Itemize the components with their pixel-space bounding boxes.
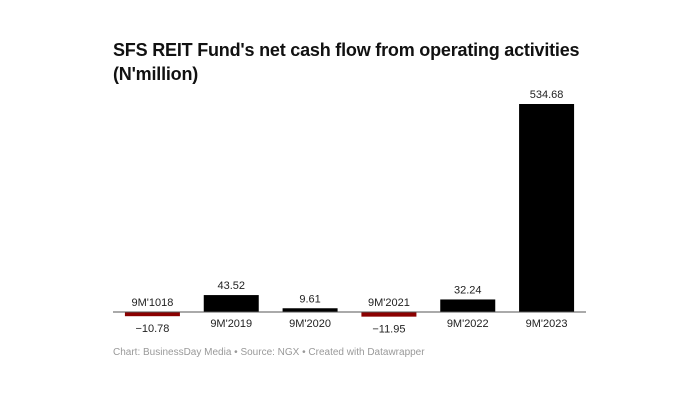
bar	[124, 312, 180, 317]
value-label: 32.24	[454, 284, 482, 296]
category-label: 9M'2020	[289, 318, 331, 330]
bar	[361, 312, 417, 317]
category-label: 9M'1018	[131, 297, 173, 309]
category-label: 9M'2019	[210, 318, 252, 330]
value-label: −10.78	[135, 323, 169, 335]
value-label: −11.95	[372, 324, 405, 336]
category-label: 9M'2021	[368, 297, 410, 309]
category-label: 9M'2023	[526, 318, 568, 330]
value-label: 534.68	[530, 89, 564, 101]
bar	[440, 299, 496, 312]
chart-title: SFS REIT Fund's net cash flow from opera…	[113, 40, 580, 84]
bar	[519, 104, 575, 312]
value-label: 43.52	[217, 280, 245, 292]
category-label: 9M'2022	[447, 318, 489, 330]
value-label: 9.61	[299, 293, 320, 305]
bar	[282, 308, 338, 312]
bar	[203, 295, 259, 312]
chart-footer: Chart: BusinessDay Media • Source: NGX •…	[113, 347, 425, 358]
